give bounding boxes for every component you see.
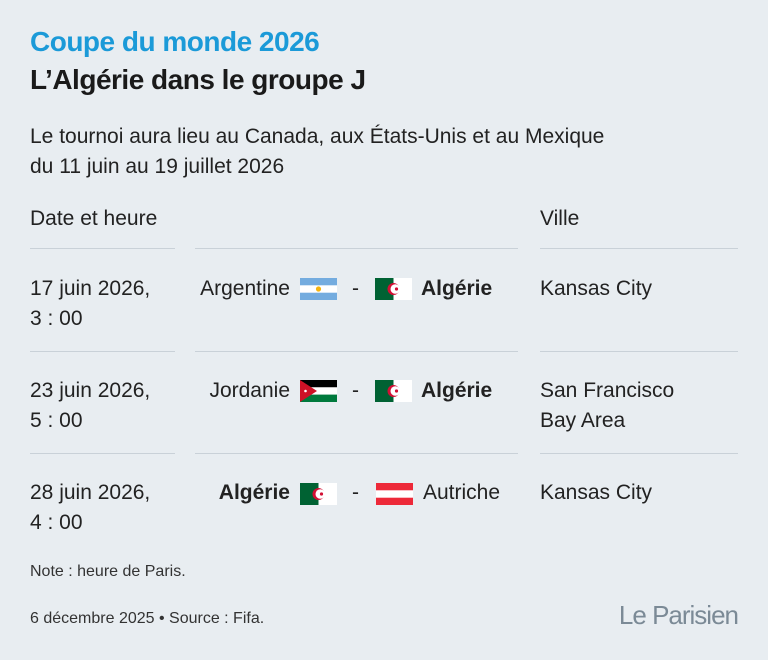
team: Algérie [218, 481, 290, 504]
flag-algeria [375, 380, 412, 402]
rule [195, 453, 518, 454]
rule [540, 453, 738, 454]
flag-algeria [375, 278, 412, 300]
column-header: Date et heure [30, 207, 158, 230]
column-header: Ville [540, 207, 580, 230]
team: Algérie [421, 277, 493, 300]
date: 17 juin 2026, [30, 277, 151, 300]
description: Le tournoi aura lieu au Canada, aux État… [30, 125, 605, 148]
title: Coupe du monde 2026 [30, 26, 320, 57]
rule [540, 351, 738, 352]
city: Bay Area [540, 409, 626, 432]
city: Kansas City [540, 481, 653, 504]
rule [195, 351, 518, 352]
separator: - [352, 481, 359, 504]
date: 28 juin 2026, [30, 481, 151, 504]
source: 6 décembre 2025 • Source : Fifa. [30, 610, 265, 627]
rule [30, 453, 175, 454]
flag-argentina [300, 278, 337, 300]
rule [30, 248, 175, 249]
date: 23 juin 2026, [30, 379, 151, 402]
rule [195, 248, 518, 249]
rule [540, 248, 738, 249]
logo: Le Parisien [618, 600, 739, 630]
separator: - [352, 277, 359, 300]
flag-algeria [300, 483, 337, 505]
description: du 11 juin au 19 juillet 2026 [30, 155, 285, 178]
city: San Francisco [540, 379, 675, 402]
time: 4 : 00 [30, 511, 83, 534]
team: Argentine [200, 277, 290, 300]
note: Note : heure de Paris. [30, 563, 186, 580]
time: 3 : 00 [30, 307, 83, 330]
subtitle: L’Algérie dans le groupe J [30, 64, 366, 95]
city: Kansas City [540, 277, 653, 300]
team: Jordanie [209, 379, 290, 402]
flag-jordan [300, 380, 337, 402]
rule [30, 351, 175, 352]
flag-austria [376, 483, 413, 505]
team: Autriche [423, 481, 501, 504]
team: Algérie [421, 379, 493, 402]
time: 5 : 00 [30, 409, 83, 432]
separator: - [352, 379, 359, 402]
